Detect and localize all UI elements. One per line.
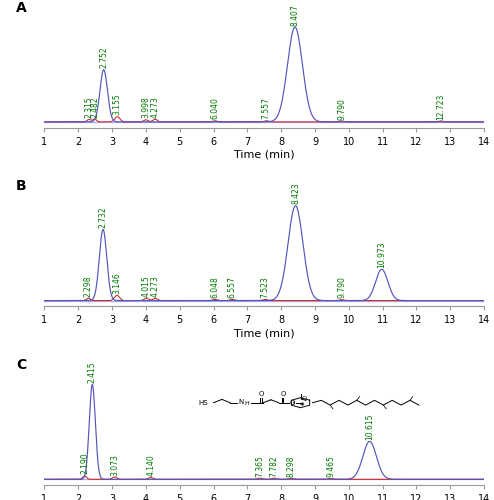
Text: 9.790: 9.790 [337, 276, 346, 298]
Text: 2.482: 2.482 [90, 96, 99, 118]
Text: 3.073: 3.073 [110, 454, 119, 475]
Text: 2.190: 2.190 [80, 452, 89, 474]
Text: 8.423: 8.423 [291, 182, 300, 204]
Text: 3.146: 3.146 [113, 272, 122, 294]
Text: 4.273: 4.273 [151, 96, 160, 118]
Text: 2.732: 2.732 [98, 206, 108, 228]
Text: 2.315: 2.315 [84, 96, 93, 118]
Text: 12.723: 12.723 [436, 93, 446, 120]
Text: B: B [16, 180, 27, 194]
Text: 3.998: 3.998 [141, 96, 150, 118]
Text: 3.155: 3.155 [113, 94, 122, 115]
Text: 6.040: 6.040 [210, 98, 219, 120]
Text: 10.973: 10.973 [377, 242, 386, 268]
Text: 2.298: 2.298 [84, 276, 93, 297]
Text: 9.465: 9.465 [326, 455, 335, 477]
Text: 7.557: 7.557 [262, 98, 271, 120]
Text: 7.365: 7.365 [255, 455, 264, 477]
Text: A: A [16, 0, 27, 14]
Text: 2.415: 2.415 [88, 362, 97, 383]
Text: 7.782: 7.782 [269, 455, 278, 477]
Text: 2.752: 2.752 [99, 46, 108, 68]
Text: C: C [16, 358, 26, 372]
Text: 4.273: 4.273 [151, 275, 160, 297]
Text: 8.298: 8.298 [287, 456, 296, 477]
X-axis label: Time (min): Time (min) [234, 150, 294, 160]
Text: 7.523: 7.523 [260, 276, 270, 298]
X-axis label: Time (min): Time (min) [234, 328, 294, 338]
Text: 6.557: 6.557 [228, 276, 237, 298]
Text: 4.140: 4.140 [146, 454, 155, 476]
Text: 6.048: 6.048 [210, 276, 220, 298]
Text: 9.790: 9.790 [337, 98, 346, 120]
Text: 8.407: 8.407 [290, 4, 299, 26]
Text: 10.615: 10.615 [365, 414, 374, 440]
Text: 4.015: 4.015 [142, 275, 151, 297]
